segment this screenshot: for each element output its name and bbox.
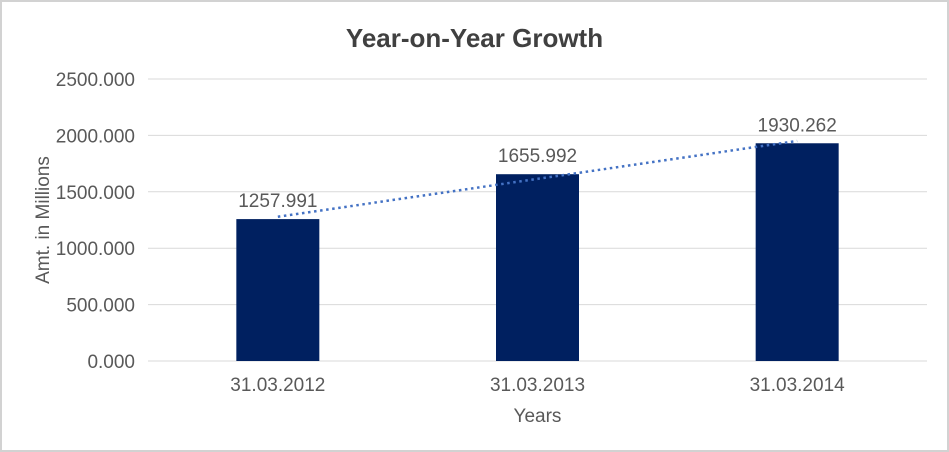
y-tick-label: 1000.000 (56, 239, 135, 260)
y-axis-title: Amt. in Millions (33, 156, 54, 284)
chart-title: Year-on-Year Growth (345, 23, 604, 53)
data-label: 1257.991 (238, 191, 317, 212)
trendline (277, 139, 798, 219)
x-tick-label: 31.03.2014 (750, 375, 846, 396)
x-tick-label: 31.03.2012 (230, 375, 325, 396)
y-tick-label: 0.000 (87, 352, 135, 373)
y-tick-label: 2000.000 (56, 126, 135, 147)
data-label: 1655.992 (498, 146, 577, 167)
data-label: 1930.262 (758, 115, 837, 136)
x-tick-label: 31.03.2013 (490, 375, 585, 396)
chart-bar (496, 174, 579, 361)
y-tick-label: 500.000 (66, 296, 135, 317)
chart-bar (755, 143, 839, 361)
y-tick-label: 1500.000 (56, 183, 135, 204)
x-axis-title: Years (514, 406, 562, 427)
chart-bar (236, 219, 320, 361)
y-tick-label: 2500.000 (56, 70, 135, 91)
